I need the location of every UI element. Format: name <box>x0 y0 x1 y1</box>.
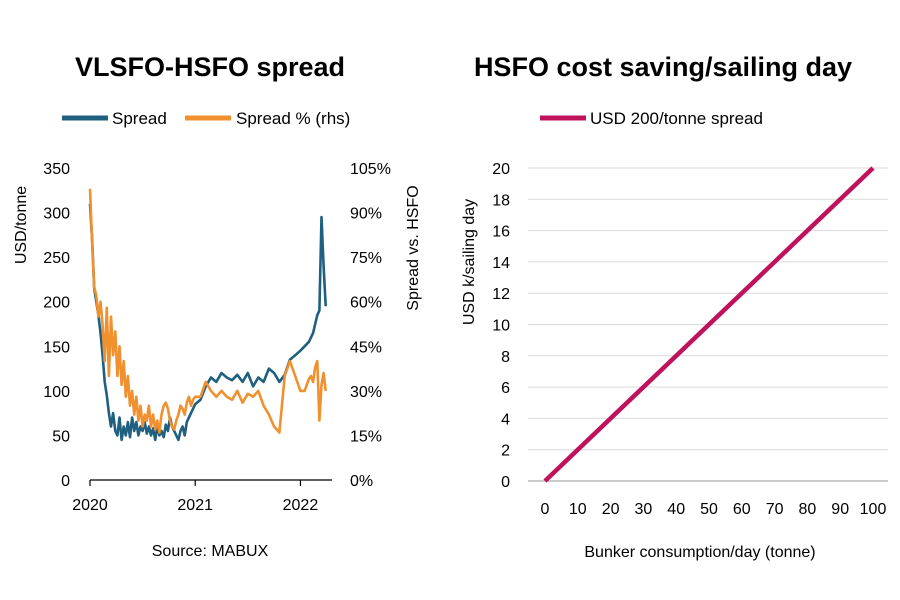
left-y2-tick-label: 45% <box>350 339 382 356</box>
left-legend: Spread Spread % (rhs) <box>62 109 350 128</box>
right-y-tick-label: 2 <box>501 443 510 460</box>
right-x-ticks: 0 10 20 30 40 50 60 70 80 90 100 <box>541 501 887 518</box>
right-x-tick-label: 10 <box>569 501 587 518</box>
legend-label-spread: Spread <box>112 109 167 128</box>
left-y2-axis-label: Spread vs. HSFO <box>405 185 422 310</box>
right-y-tick-label: 12 <box>492 286 510 303</box>
left-y2-tick-label: 30% <box>350 384 382 401</box>
left-y-axis-label: USD/tonne <box>13 186 30 264</box>
left-y2-tick-label: 15% <box>350 428 382 445</box>
right-x-tick-label: 0 <box>541 501 550 518</box>
left-chart: VLSFO-HSFO spread Spread Spread % (rhs) … <box>13 52 422 560</box>
left-y-tick-label: 50 <box>52 428 70 445</box>
right-x-tick-label: 40 <box>667 501 685 518</box>
right-y-tick-label: 0 <box>501 474 510 491</box>
left-y-tick-label: 200 <box>43 295 70 312</box>
right-y-tick-label: 6 <box>501 380 510 397</box>
left-y2-tick-label: 105% <box>350 161 391 178</box>
right-y-tick-label: 18 <box>492 192 510 209</box>
left-chart-title: VLSFO-HSFO spread <box>75 52 345 82</box>
left-y2-tick-label: 60% <box>350 295 382 312</box>
left-y-tick-label: 150 <box>43 339 70 356</box>
left-y-tick-label: 250 <box>43 250 70 267</box>
left-y2-tick-label: 0% <box>350 473 373 490</box>
right-x-tick-label: 100 <box>860 501 887 518</box>
right-y-tick-label: 8 <box>501 349 510 366</box>
left-y-ticks: 0 50 100 150 200 250 300 350 <box>43 161 70 490</box>
right-x-tick-label: 60 <box>733 501 751 518</box>
left-series-group <box>88 188 327 442</box>
left-y-tick-label: 100 <box>43 384 70 401</box>
left-y2-ticks: 0% 15% 30% 45% 60% 75% 90% 105% <box>350 161 391 490</box>
right-y-tick-label: 10 <box>492 318 510 335</box>
right-x-tick-label: 70 <box>766 501 784 518</box>
right-x-tick-label: 20 <box>602 501 620 518</box>
series-line-spread-pct <box>88 188 327 434</box>
right-y-axis-label: USD k/sailing day <box>461 199 478 325</box>
legend-label-usd200: USD 200/tonne spread <box>590 109 763 128</box>
left-y-tick-label: 0 <box>61 473 70 490</box>
right-x-tick-label: 80 <box>799 501 817 518</box>
right-x-axis-label: Bunker consumption/day (tonne) <box>584 544 815 561</box>
right-x-tick-label: 30 <box>635 501 653 518</box>
right-gridlines <box>528 167 888 451</box>
left-y-tick-label: 300 <box>43 206 70 223</box>
series-line-spread <box>88 203 327 442</box>
right-chart-title: HSFO cost saving/sailing day <box>474 52 852 82</box>
right-y-tick-label: 20 <box>492 161 510 178</box>
source-note: Source: MABUX <box>152 543 269 560</box>
left-x-tick-label: 2021 <box>177 497 213 514</box>
left-x-tick-label: 2022 <box>283 497 319 514</box>
left-y-tick-label: 350 <box>43 161 70 178</box>
right-series-group <box>543 166 875 483</box>
right-chart: HSFO cost saving/sailing day USD 200/ton… <box>461 52 888 561</box>
right-y-ticks: 0 2 4 6 8 10 12 14 16 18 20 <box>492 161 510 491</box>
right-y-tick-label: 16 <box>492 224 510 241</box>
left-x-tick-label: 2020 <box>72 497 108 514</box>
series-line-usd200 <box>543 166 875 483</box>
left-x-ticks: 2020 2021 2022 <box>72 480 318 514</box>
left-y2-tick-label: 90% <box>350 206 382 223</box>
right-y-tick-label: 14 <box>492 255 510 272</box>
legend-label-spread-pct: Spread % (rhs) <box>236 109 350 128</box>
right-legend: USD 200/tonne spread <box>540 109 763 128</box>
left-y2-tick-label: 75% <box>350 250 382 267</box>
right-y-tick-label: 4 <box>501 411 510 428</box>
right-x-tick-label: 90 <box>831 501 849 518</box>
right-x-tick-label: 50 <box>700 501 718 518</box>
